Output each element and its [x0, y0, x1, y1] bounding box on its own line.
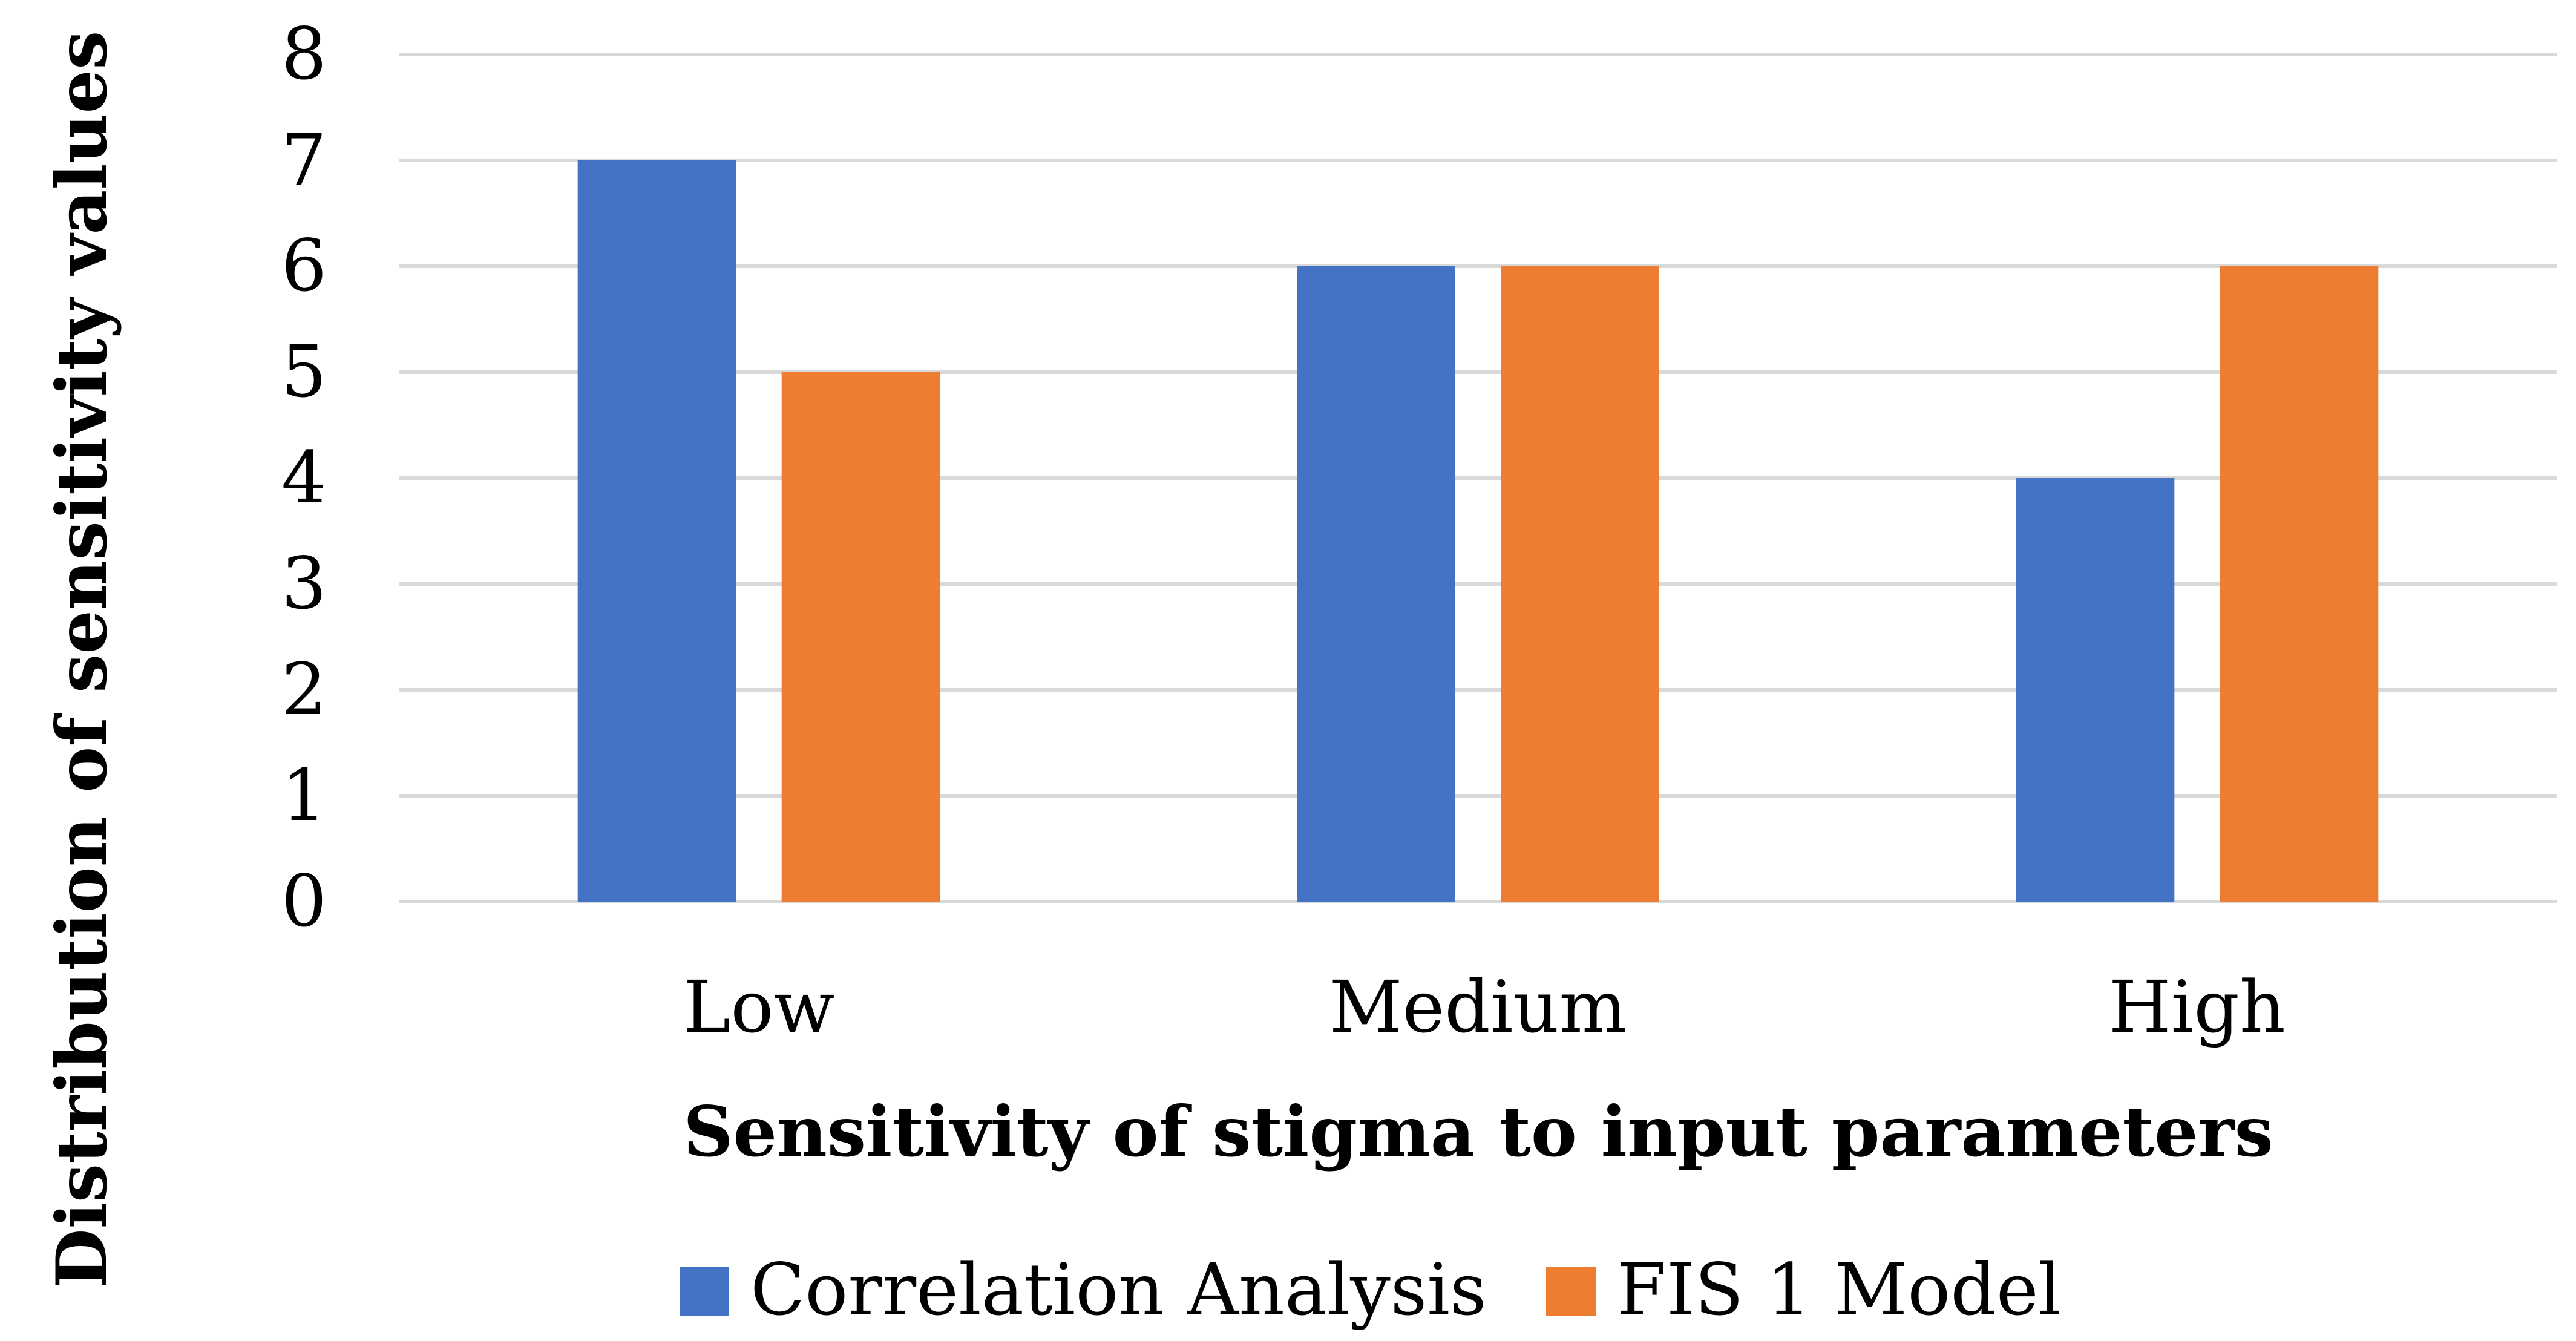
- legend-label-fis-1-model: FIS 1 Model: [1617, 1248, 2061, 1331]
- y-tick-label-7: 7: [281, 118, 327, 202]
- bars: [577, 160, 2379, 902]
- y-axis-tick-labels: 0 1 2 3 4 5 6 7 8: [281, 12, 327, 943]
- legend-swatch-correlation-analysis: [680, 1267, 729, 1316]
- x-tick-label-low: Low: [683, 965, 834, 1049]
- x-axis-tick-labels: Low Medium High: [683, 965, 2286, 1049]
- bar-medium-correlation-analysis: [1297, 266, 1455, 902]
- y-tick-label-1: 1: [281, 753, 327, 837]
- bar-high-fis-1-model: [2220, 266, 2379, 902]
- y-tick-label-2: 2: [281, 648, 327, 731]
- bar-low-fis-1-model: [781, 372, 940, 902]
- legend-label-correlation-analysis: Correlation Analysis: [750, 1248, 1487, 1331]
- bar-low-correlation-analysis: [577, 160, 736, 902]
- bar-medium-fis-1-model: [1501, 266, 1659, 902]
- x-axis-title: Sensitivity of stigma to input parameter…: [683, 1091, 2273, 1172]
- y-tick-label-6: 6: [281, 224, 327, 307]
- legend-swatch-fis-1-model: [1546, 1267, 1596, 1316]
- y-axis-title: Distribution of sensitivity values: [41, 31, 122, 1289]
- legend: Correlation Analysis FIS 1 Model: [680, 1248, 2061, 1331]
- y-tick-label-4: 4: [281, 436, 327, 519]
- y-tick-label-5: 5: [281, 330, 327, 413]
- x-tick-label-high: High: [2109, 965, 2286, 1049]
- x-tick-label-medium: Medium: [1329, 965, 1627, 1049]
- y-tick-label-3: 3: [281, 542, 327, 625]
- y-tick-label-8: 8: [281, 12, 327, 96]
- gridlines: [399, 53, 2557, 903]
- y-tick-label-0: 0: [281, 859, 327, 943]
- bar-high-correlation-analysis: [2016, 478, 2175, 902]
